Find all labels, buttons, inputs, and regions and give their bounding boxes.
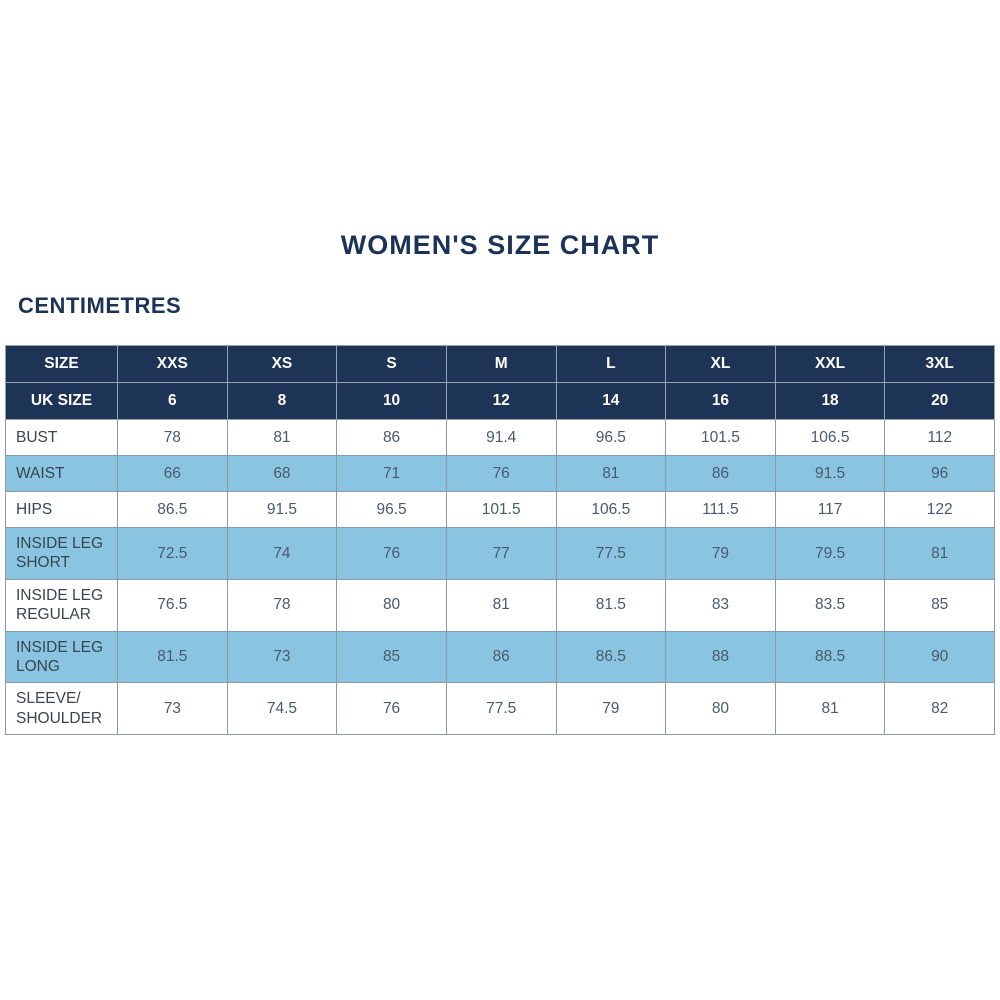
measurement-value-cell: 91.5 xyxy=(774,455,886,492)
uk-size-header-row: UK SIZE 6 8 10 12 14 16 18 20 xyxy=(5,382,995,420)
measurement-value-cell: 68 xyxy=(226,455,338,492)
measurement-value-cell: 112 xyxy=(884,419,995,456)
size-header-row: SIZE XXS XS S M L XL XXL 3XL xyxy=(5,345,995,383)
table-head: SIZE XXS XS S M L XL XXL 3XL UK SIZE 6 8 10 12 14 16 18 2… xyxy=(5,345,995,420)
measurement-value-cell: 76 xyxy=(336,682,447,735)
header-value-cell: XXL xyxy=(774,345,886,383)
measurement-value-cell: 81 xyxy=(445,578,557,632)
measurement-row: INSIDE LEG LONG 81.5 73 85 86 86.5 88 88.5 90 xyxy=(5,630,995,684)
header-value-cell: 8 xyxy=(226,382,338,420)
measurement-label-cell: SLEEVE/ SHOULDER xyxy=(5,682,118,735)
measurement-value-cell: 74.5 xyxy=(226,682,338,735)
header-value-cell: L xyxy=(555,345,667,383)
measurement-value-cell: 106.5 xyxy=(774,419,886,456)
measurement-value-cell: 80 xyxy=(665,682,776,735)
measurement-label-cell: BUST xyxy=(5,419,118,456)
page-title: WOMEN'S SIZE CHART xyxy=(340,230,660,260)
measurement-value-cell: 82 xyxy=(884,682,995,735)
measurement-row: SLEEVE/ SHOULDER 73 74.5 76 77.5 79 80 81 82 xyxy=(5,682,995,735)
measurement-value-cell: 81 xyxy=(774,682,886,735)
measurement-value-cell: 101.5 xyxy=(445,491,557,528)
measurement-value-cell: 77.5 xyxy=(555,527,667,580)
measurement-value-cell: 117 xyxy=(774,491,886,528)
header-value-cell: XXS xyxy=(117,345,228,383)
measurement-row: WAIST 66 68 71 76 81 86 91.5 96 xyxy=(5,455,995,492)
measurement-value-cell: 79 xyxy=(555,682,667,735)
measurement-value-cell: 88.5 xyxy=(774,630,886,684)
measurement-value-cell: 78 xyxy=(117,419,228,456)
measurement-value-cell: 81 xyxy=(226,419,338,456)
measurement-value-cell: 111.5 xyxy=(665,491,776,528)
measurement-value-cell: 86.5 xyxy=(117,491,228,528)
measurement-value-cell: 81.5 xyxy=(555,578,667,632)
measurement-label-cell: INSIDE LEG LONG xyxy=(5,630,118,684)
header-label-cell: SIZE xyxy=(5,345,118,383)
header-value-cell: S xyxy=(336,345,447,383)
header-value-cell: 16 xyxy=(665,382,776,420)
header-label-cell: UK SIZE xyxy=(5,382,118,420)
measurement-value-cell: 96.5 xyxy=(336,491,447,528)
measurement-label-cell: INSIDE LEG SHORT xyxy=(5,527,118,580)
measurement-value-cell: 101.5 xyxy=(665,419,776,456)
header-value-cell: 18 xyxy=(774,382,886,420)
measurement-value-cell: 72.5 xyxy=(117,527,228,580)
measurement-value-cell: 96.5 xyxy=(555,419,667,456)
measurement-label-cell: WAIST xyxy=(5,455,118,492)
measurement-value-cell: 79 xyxy=(665,527,776,580)
measurement-value-cell: 80 xyxy=(336,578,447,632)
measurement-value-cell: 83 xyxy=(665,578,776,632)
header-value-cell: 10 xyxy=(336,382,447,420)
measurement-label-cell: HIPS xyxy=(5,491,118,528)
measurement-value-cell: 76.5 xyxy=(117,578,228,632)
table-body: BUST 78 81 86 91.4 96.5 101.5 106.5 112 WAIST 66 68… xyxy=(5,419,995,735)
measurement-value-cell: 77.5 xyxy=(445,682,557,735)
measurement-value-cell: 85 xyxy=(336,630,447,684)
measurement-value-cell: 122 xyxy=(884,491,995,528)
header-value-cell: 20 xyxy=(884,382,995,420)
measurement-value-cell: 76 xyxy=(336,527,447,580)
measurement-value-cell: 96 xyxy=(884,455,995,492)
measurement-label-cell: INSIDE LEG REGULAR xyxy=(5,578,118,632)
header-value-cell: XL xyxy=(665,345,776,383)
header-value-cell: 12 xyxy=(445,382,557,420)
measurement-value-cell: 83.5 xyxy=(774,578,886,632)
measurement-row: INSIDE LEG SHORT 72.5 74 76 77 77.5 79 79.5 81 xyxy=(5,527,995,580)
measurement-row: HIPS 86.5 91.5 96.5 101.5 106.5 111.5 117 122 xyxy=(5,491,995,528)
measurement-value-cell: 81.5 xyxy=(117,630,228,684)
measurement-value-cell: 79.5 xyxy=(774,527,886,580)
unit-label: CENTIMETRES xyxy=(18,293,182,318)
measurement-value-cell: 91.5 xyxy=(226,491,338,528)
measurement-value-cell: 76 xyxy=(445,455,557,492)
measurement-value-cell: 81 xyxy=(884,527,995,580)
header-value-cell: 14 xyxy=(555,382,667,420)
measurement-row: BUST 78 81 86 91.4 96.5 101.5 106.5 112 xyxy=(5,419,995,456)
size-chart-table: SIZE XXS XS S M L XL XXL 3XL UK SIZE 6 8 10 12 14 16 18 2… xyxy=(5,345,995,735)
measurement-row: INSIDE LEG REGULAR 76.5 78 80 81 81.5 83 83.5 85 xyxy=(5,578,995,632)
measurement-value-cell: 77 xyxy=(445,527,557,580)
measurement-value-cell: 90 xyxy=(884,630,995,684)
header-value-cell: 3XL xyxy=(884,345,995,383)
measurement-value-cell: 106.5 xyxy=(555,491,667,528)
measurement-value-cell: 86 xyxy=(665,455,776,492)
measurement-value-cell: 81 xyxy=(555,455,667,492)
measurement-value-cell: 85 xyxy=(884,578,995,632)
measurement-value-cell: 71 xyxy=(336,455,447,492)
measurement-value-cell: 91.4 xyxy=(445,419,557,456)
measurement-value-cell: 78 xyxy=(226,578,338,632)
header-value-cell: 6 xyxy=(117,382,228,420)
header-value-cell: M xyxy=(445,345,557,383)
measurement-value-cell: 88 xyxy=(665,630,776,684)
measurement-value-cell: 86 xyxy=(336,419,447,456)
measurement-value-cell: 86 xyxy=(445,630,557,684)
measurement-value-cell: 86.5 xyxy=(555,630,667,684)
header-value-cell: XS xyxy=(226,345,338,383)
measurement-value-cell: 73 xyxy=(117,682,228,735)
measurement-value-cell: 73 xyxy=(226,630,338,684)
measurement-value-cell: 66 xyxy=(117,455,228,492)
measurement-value-cell: 74 xyxy=(226,527,338,580)
